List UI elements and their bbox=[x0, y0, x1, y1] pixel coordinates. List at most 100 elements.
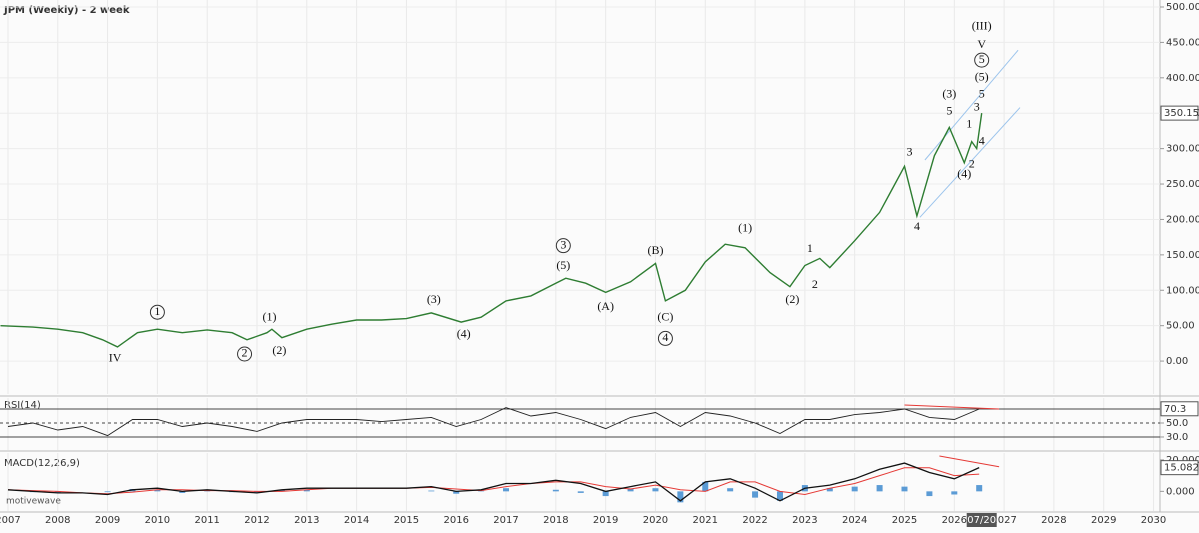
wave-label: 1 bbox=[154, 304, 160, 318]
x-tick-label: 2028 bbox=[1041, 515, 1066, 526]
last-value-label: 70.3 bbox=[1164, 404, 1186, 415]
x-tick-label: 2011 bbox=[194, 515, 219, 526]
date-marker-box bbox=[966, 513, 997, 527]
x-tick-label: 2012 bbox=[244, 515, 269, 526]
wave-label: (1) bbox=[262, 310, 276, 324]
histogram-bar bbox=[652, 488, 659, 492]
wave-label: (3) bbox=[942, 87, 956, 101]
y-tick-label: 30.0 bbox=[1166, 432, 1188, 443]
trend-line bbox=[939, 455, 1000, 468]
x-tick-label: 2021 bbox=[693, 515, 718, 526]
y-tick-label: 0.000 bbox=[1166, 486, 1195, 497]
x-tick-label: 2026 bbox=[942, 515, 967, 526]
wave-label: (B) bbox=[647, 243, 663, 257]
histogram-bar bbox=[453, 491, 460, 494]
y-tick-label: 300.00 bbox=[1166, 144, 1199, 155]
histogram-bar bbox=[278, 489, 285, 492]
wave-label: 3 bbox=[560, 237, 566, 251]
histogram-bar bbox=[727, 488, 734, 492]
x-tick-label: 2022 bbox=[742, 515, 767, 526]
x-tick-label: 2007 bbox=[0, 515, 21, 526]
wave-label: (2) bbox=[272, 343, 286, 357]
wave-label: 1 bbox=[966, 116, 972, 130]
wave-label: 4 bbox=[979, 133, 985, 147]
last-value-label: 350.15 bbox=[1164, 108, 1199, 119]
x-tick-label: 2010 bbox=[145, 515, 170, 526]
histogram-bar bbox=[851, 486, 858, 492]
histogram-bar bbox=[577, 491, 584, 493]
wave-label: 2 bbox=[812, 277, 818, 291]
y-tick-label: 200.00 bbox=[1166, 214, 1199, 225]
x-tick-label: 2029 bbox=[1091, 515, 1116, 526]
y-tick-label: 400.00 bbox=[1166, 73, 1199, 84]
histogram-bar bbox=[776, 491, 783, 501]
x-tick-label: 2014 bbox=[344, 515, 369, 526]
y-tick-label: 150.00 bbox=[1166, 250, 1199, 261]
wave-circle bbox=[974, 52, 990, 68]
histogram-bar bbox=[876, 485, 883, 492]
histogram-bar bbox=[926, 491, 933, 497]
x-tick-label: 2024 bbox=[842, 515, 867, 526]
wave-circle bbox=[657, 330, 673, 346]
wave-label: 3 bbox=[974, 99, 980, 113]
wave-label: V bbox=[977, 37, 986, 51]
trend-line bbox=[919, 107, 1021, 218]
wave-label: (2) bbox=[785, 292, 799, 306]
wave-label: (1) bbox=[738, 220, 752, 234]
x-tick-label: 2016 bbox=[444, 515, 469, 526]
histogram-bar bbox=[702, 481, 709, 492]
wave-label: IV bbox=[109, 351, 122, 365]
macd-line bbox=[7, 462, 980, 502]
watermark: motivewave bbox=[6, 497, 61, 507]
wave-circle bbox=[555, 238, 571, 254]
wave-circle bbox=[237, 346, 253, 362]
histogram-bar bbox=[303, 489, 310, 492]
wave-label: (4) bbox=[457, 327, 471, 341]
wave-label: 4 bbox=[662, 330, 668, 344]
histogram-bar bbox=[677, 491, 684, 503]
histogram-bar bbox=[602, 491, 609, 497]
wave-label: (A) bbox=[597, 299, 614, 313]
y-tick-label: 450.00 bbox=[1166, 37, 1199, 48]
last-value-label: 15.082 bbox=[1164, 463, 1199, 474]
histogram-bar bbox=[951, 491, 958, 495]
wave-label: (III) bbox=[972, 19, 992, 33]
x-tick-label: 2013 bbox=[294, 515, 319, 526]
x-tick-label: 2025 bbox=[892, 515, 917, 526]
chart-title: JPM (Weekly) - 2 week bbox=[3, 5, 130, 16]
last-value-box bbox=[1160, 401, 1199, 417]
last-value-box bbox=[1160, 460, 1199, 476]
histogram-bar bbox=[154, 489, 161, 492]
histogram-bar bbox=[503, 488, 510, 492]
histogram-bar bbox=[428, 490, 435, 492]
y-tick-label: 100.00 bbox=[1166, 285, 1199, 296]
x-tick-label: 2023 bbox=[792, 515, 817, 526]
x-tick-label: 2019 bbox=[593, 515, 618, 526]
wave-label: 3 bbox=[906, 145, 912, 159]
wave-label: (5) bbox=[556, 258, 570, 272]
histogram-bar bbox=[627, 488, 634, 492]
wave-label: (C) bbox=[657, 310, 673, 324]
wave-label: 2 bbox=[969, 157, 975, 171]
histogram-bar bbox=[752, 491, 759, 498]
x-tick-label: 2018 bbox=[543, 515, 568, 526]
x-tick-label: 2017 bbox=[493, 515, 518, 526]
wave-circle bbox=[149, 304, 165, 320]
y-tick-label: 250.00 bbox=[1166, 179, 1199, 190]
wave-label: 1 bbox=[807, 241, 813, 255]
panel-title: RSI(14) bbox=[4, 400, 41, 411]
y-tick-label: 0.00 bbox=[1166, 356, 1188, 367]
wave-label: 2 bbox=[242, 346, 248, 360]
x-tick-label: 2008 bbox=[45, 515, 70, 526]
x-tick-label: 2030 bbox=[1141, 515, 1166, 526]
panel-title: MACD(12,26,9) bbox=[4, 458, 80, 469]
indicator-line bbox=[7, 407, 980, 437]
histogram-bar bbox=[104, 491, 111, 493]
wave-label: 5 bbox=[946, 104, 952, 118]
y-tick-label: 500.00 bbox=[1166, 2, 1199, 13]
wave-label: (5) bbox=[975, 70, 989, 84]
wave-label: (3) bbox=[427, 292, 441, 306]
